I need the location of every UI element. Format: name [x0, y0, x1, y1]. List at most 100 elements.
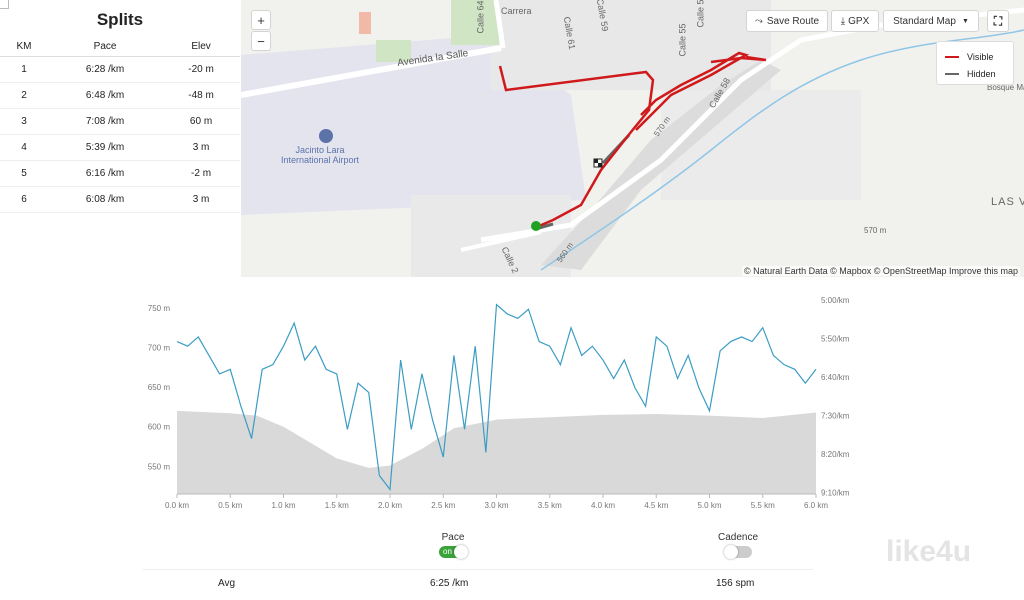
- map-canvas[interactable]: [241, 0, 1024, 277]
- legend-item-hidden[interactable]: Hidden: [945, 65, 1013, 82]
- right-tick-label: 9:10/km: [821, 488, 850, 497]
- splits-title: Splits: [96, 10, 144, 29]
- map-label-calle64: Calle 64: [475, 0, 486, 34]
- route-icon: ⤳: [754, 15, 763, 27]
- table-row: 2 6:48 /km -48 m: [0, 82, 240, 109]
- cell-elev: -48 m: [162, 82, 240, 109]
- x-tick-label: 0.5 km: [218, 501, 242, 510]
- x-tick-label: 3.0 km: [484, 501, 508, 510]
- route-visible-path: [498, 65, 655, 228]
- table-row: 1 6:28 /km -20 m: [0, 56, 240, 83]
- building-block: [359, 12, 371, 34]
- road: [241, 45, 502, 98]
- table-row: 4 5:39 /km 3 m: [0, 134, 240, 161]
- airport-icon: [319, 129, 333, 143]
- cell-elev: -2 m: [162, 160, 240, 187]
- map-label-airport: Jacinto Lara International Airport: [281, 145, 359, 165]
- pace-toggle[interactable]: on: [439, 545, 468, 559]
- watermark-logo: like4u: [886, 535, 971, 569]
- route-visible-path: [635, 51, 750, 131]
- avg-pace-value: 6:25 /km: [430, 578, 469, 589]
- legend-label-hidden: Hidden: [967, 68, 996, 79]
- cell-pace: 6:08 /km: [48, 186, 163, 213]
- left-axis-ticks: 750 m 700 m 650 m 600 m 550 m: [148, 304, 171, 471]
- legend-item-visible[interactable]: Visible: [945, 48, 1013, 65]
- column-header-elev: Elev: [162, 36, 240, 57]
- road: [480, 7, 1024, 243]
- legend-label-visible: Visible: [967, 51, 994, 62]
- zoom-in-button[interactable]: +: [251, 10, 271, 30]
- cell-km: 3: [0, 108, 49, 135]
- x-axis-ticks: 0.0 km 0.5 km 1.0 km 1.5 km 2.0 km 2.5 km 3.0 …: [165, 494, 828, 510]
- cell-pace: 6:48 /km: [48, 82, 163, 109]
- right-tick-label: 8:20/km: [821, 450, 850, 459]
- right-axis-ticks: 5:00/km 5:50/km 6:40/km 7:30/km 8:20/km 9:10/…: [821, 296, 850, 497]
- cadence-toggle[interactable]: [724, 545, 752, 559]
- left-tick-label: 650 m: [148, 383, 171, 392]
- cell-km: 6: [0, 186, 49, 213]
- urban-area: [491, 0, 771, 90]
- fullscreen-button[interactable]: ⛶: [987, 10, 1009, 32]
- cell-elev: 3 m: [162, 134, 240, 161]
- avg-label: Avg: [218, 578, 236, 589]
- splits-header-row: KM Pace Elev: [0, 36, 240, 57]
- pace-toggle-state: on: [443, 547, 452, 556]
- right-tick-label: 5:50/km: [821, 334, 850, 343]
- map-style-label: Standard Map: [893, 15, 956, 27]
- x-tick-label: 0.0 km: [165, 501, 189, 510]
- x-tick-label: 1.5 km: [325, 501, 349, 510]
- start-marker: [531, 221, 541, 231]
- route-visible-path: [710, 55, 767, 64]
- cell-km: 1: [0, 56, 49, 83]
- route-map[interactable]: Avenida la Salle Jacinto Lara Internatio…: [241, 0, 1024, 277]
- column-header-pace: Pace: [48, 36, 163, 57]
- save-route-label: Save Route: [766, 15, 820, 27]
- park-area: [376, 40, 411, 62]
- cell-pace: 7:08 /km: [48, 108, 163, 135]
- table-row: 3 7:08 /km 60 m: [0, 108, 240, 135]
- airport-name-line1: Jacinto Lara: [295, 145, 345, 155]
- x-tick-label: 1.0 km: [271, 501, 295, 510]
- gpx-label: GPX: [848, 15, 870, 27]
- splits-panel: Splits KM Pace Elev 1 6:28 /km -20 m 2 6:48…: [0, 0, 240, 276]
- map-label-carrera: Carrera: [501, 6, 532, 16]
- left-tick-label: 550 m: [148, 462, 171, 471]
- right-tick-label: 6:40/km: [821, 373, 850, 382]
- splits-table: KM Pace Elev 1 6:28 /km -20 m 2 6:48 /km -48…: [0, 36, 240, 213]
- table-row: 5 6:16 /km -2 m: [0, 160, 240, 187]
- map-style-dropdown[interactable]: Standard Map ▼: [883, 10, 979, 32]
- x-tick-label: 2.0 km: [378, 501, 402, 510]
- route-legend: Visible Hidden: [936, 41, 1014, 85]
- right-tick-label: 7:30/km: [821, 411, 850, 420]
- zoom-out-button[interactable]: −: [251, 31, 271, 51]
- panel-corner: [0, 0, 9, 9]
- airport-name-line2: International Airport: [281, 155, 360, 165]
- x-tick-label: 3.5 km: [538, 501, 562, 510]
- right-tick-label: 5:00/km: [821, 296, 850, 305]
- cell-elev: -20 m: [162, 56, 240, 83]
- save-route-button[interactable]: ⤳ Save Route: [746, 10, 828, 32]
- column-header-km: KM: [0, 36, 49, 57]
- legend-swatch-hidden: [945, 72, 959, 75]
- left-tick-label: 750 m: [148, 304, 171, 313]
- route-hidden-segment: [538, 222, 554, 230]
- watermark-text: like4u: [886, 535, 972, 568]
- cell-pace: 6:28 /km: [48, 56, 163, 83]
- x-tick-label: 5.0 km: [697, 501, 721, 510]
- road: [460, 230, 542, 252]
- pace-toggle-label: Pace: [441, 532, 465, 543]
- table-row: 6 6:08 /km 3 m: [0, 186, 240, 213]
- cadence-toggle-knob: [724, 545, 738, 559]
- pace-toggle-knob: [454, 545, 468, 559]
- cell-pace: 5:39 /km: [48, 134, 163, 161]
- finish-flag-icon: [593, 158, 603, 168]
- gpx-button[interactable]: ⤓ GPX: [831, 10, 879, 32]
- map-label-las: LAS V: [991, 196, 1024, 208]
- map-attribution[interactable]: © Natural Earth Data © Mapbox © OpenStre…: [741, 266, 1020, 276]
- fullscreen-icon: ⛶: [993, 13, 1003, 28]
- map-label-elev-570b: 570 m: [864, 226, 887, 235]
- pace-line: [176, 303, 817, 491]
- park-area: [451, 0, 499, 45]
- left-tick-label: 600 m: [148, 423, 171, 432]
- valley-band: [541, 60, 781, 270]
